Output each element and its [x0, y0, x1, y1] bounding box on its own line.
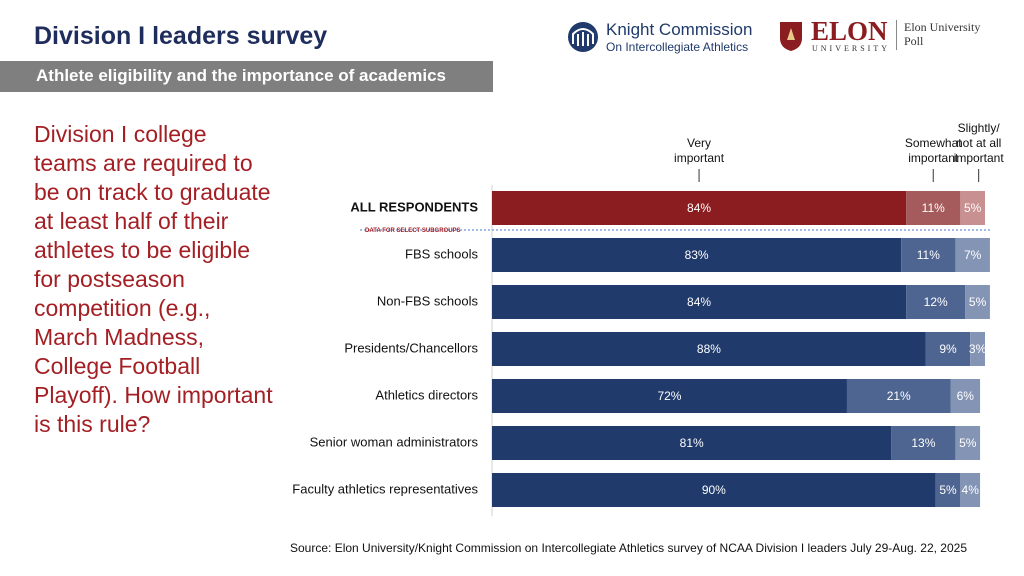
value-label: 12% — [924, 295, 948, 309]
value-label: 84% — [687, 295, 711, 309]
value-label: 21% — [887, 389, 911, 403]
bar-segment — [960, 473, 981, 507]
value-label: 81% — [680, 436, 704, 450]
bar-segment — [970, 332, 985, 366]
value-label: 7% — [964, 248, 982, 262]
value-label: 5% — [959, 436, 977, 450]
category-label: ALL RESPONDENTS — [350, 199, 478, 214]
bar-segment — [846, 379, 951, 413]
legend-label: Slightly/ not at all important — [953, 121, 1004, 165]
poll-line: Poll — [904, 34, 924, 48]
bar-segment — [492, 426, 892, 460]
legend-label: Very important — [674, 136, 725, 165]
subtitle: Athlete eligibility and the importance o… — [36, 66, 446, 85]
bar-segment — [492, 191, 907, 225]
bar-segment — [492, 379, 847, 413]
bar-segment — [925, 332, 971, 366]
knight-logo-icon — [568, 22, 598, 52]
value-label: 11% — [917, 248, 940, 262]
value-label: 72% — [657, 389, 681, 403]
bar-segment — [955, 238, 990, 272]
value-label: 88% — [697, 342, 721, 356]
bar-segment — [492, 238, 902, 272]
value-label: 84% — [687, 201, 711, 215]
bar-segment — [906, 191, 961, 225]
category-label: FBS schools — [405, 246, 478, 261]
bar-segment — [901, 238, 956, 272]
bar-segment — [492, 285, 907, 319]
value-label: 5% — [969, 295, 987, 309]
bar-segment — [955, 426, 981, 460]
knight-name: Knight Commission — [606, 20, 753, 39]
value-label: 83% — [685, 248, 709, 262]
value-label: 3% — [969, 342, 987, 356]
elon-wordmark: ELON — [811, 16, 888, 46]
category-label: Faculty athletics representatives — [292, 481, 478, 496]
elon-sub: UNIVERSITY — [812, 44, 890, 53]
elon-shield — [780, 22, 802, 51]
value-label: 13% — [911, 436, 935, 450]
bar-segment — [935, 473, 961, 507]
value-label: 5% — [964, 201, 982, 215]
value-label: 11% — [922, 201, 945, 215]
category-label: Senior woman administrators — [310, 434, 479, 449]
source: Source: Elon University/Knight Commissio… — [290, 541, 967, 555]
bar-segment — [492, 473, 936, 507]
legend-label: Somewhat important — [904, 136, 962, 165]
value-label: 9% — [939, 342, 957, 356]
subgroup-annotation: DATA FOR SELECT SUBGROUPS — [365, 228, 461, 234]
category-label: Athletics directors — [375, 387, 478, 402]
bar-segment — [950, 379, 981, 413]
bar-segment — [906, 285, 966, 319]
slide-title: Division I leaders survey — [34, 22, 328, 50]
subtitle-band — [0, 61, 493, 92]
value-label: 4% — [962, 483, 980, 497]
category-label: Presidents/Chancellors — [344, 340, 478, 355]
category-label: Non-FBS schools — [377, 293, 479, 308]
poll-logo: Elon University Poll — [904, 20, 980, 48]
bar-segment — [492, 332, 926, 366]
value-label: 5% — [939, 483, 957, 497]
logo-divider — [896, 20, 897, 50]
knight-sub: On Intercollegiate Athletics — [606, 40, 749, 54]
bar-segment — [960, 191, 985, 225]
value-label: 90% — [702, 483, 726, 497]
poll-line: Elon University — [904, 20, 981, 34]
question: Division I college teams are required to… — [34, 121, 273, 437]
bar-segment — [891, 426, 956, 460]
value-label: 6% — [957, 389, 975, 403]
bar-segment — [965, 285, 990, 319]
